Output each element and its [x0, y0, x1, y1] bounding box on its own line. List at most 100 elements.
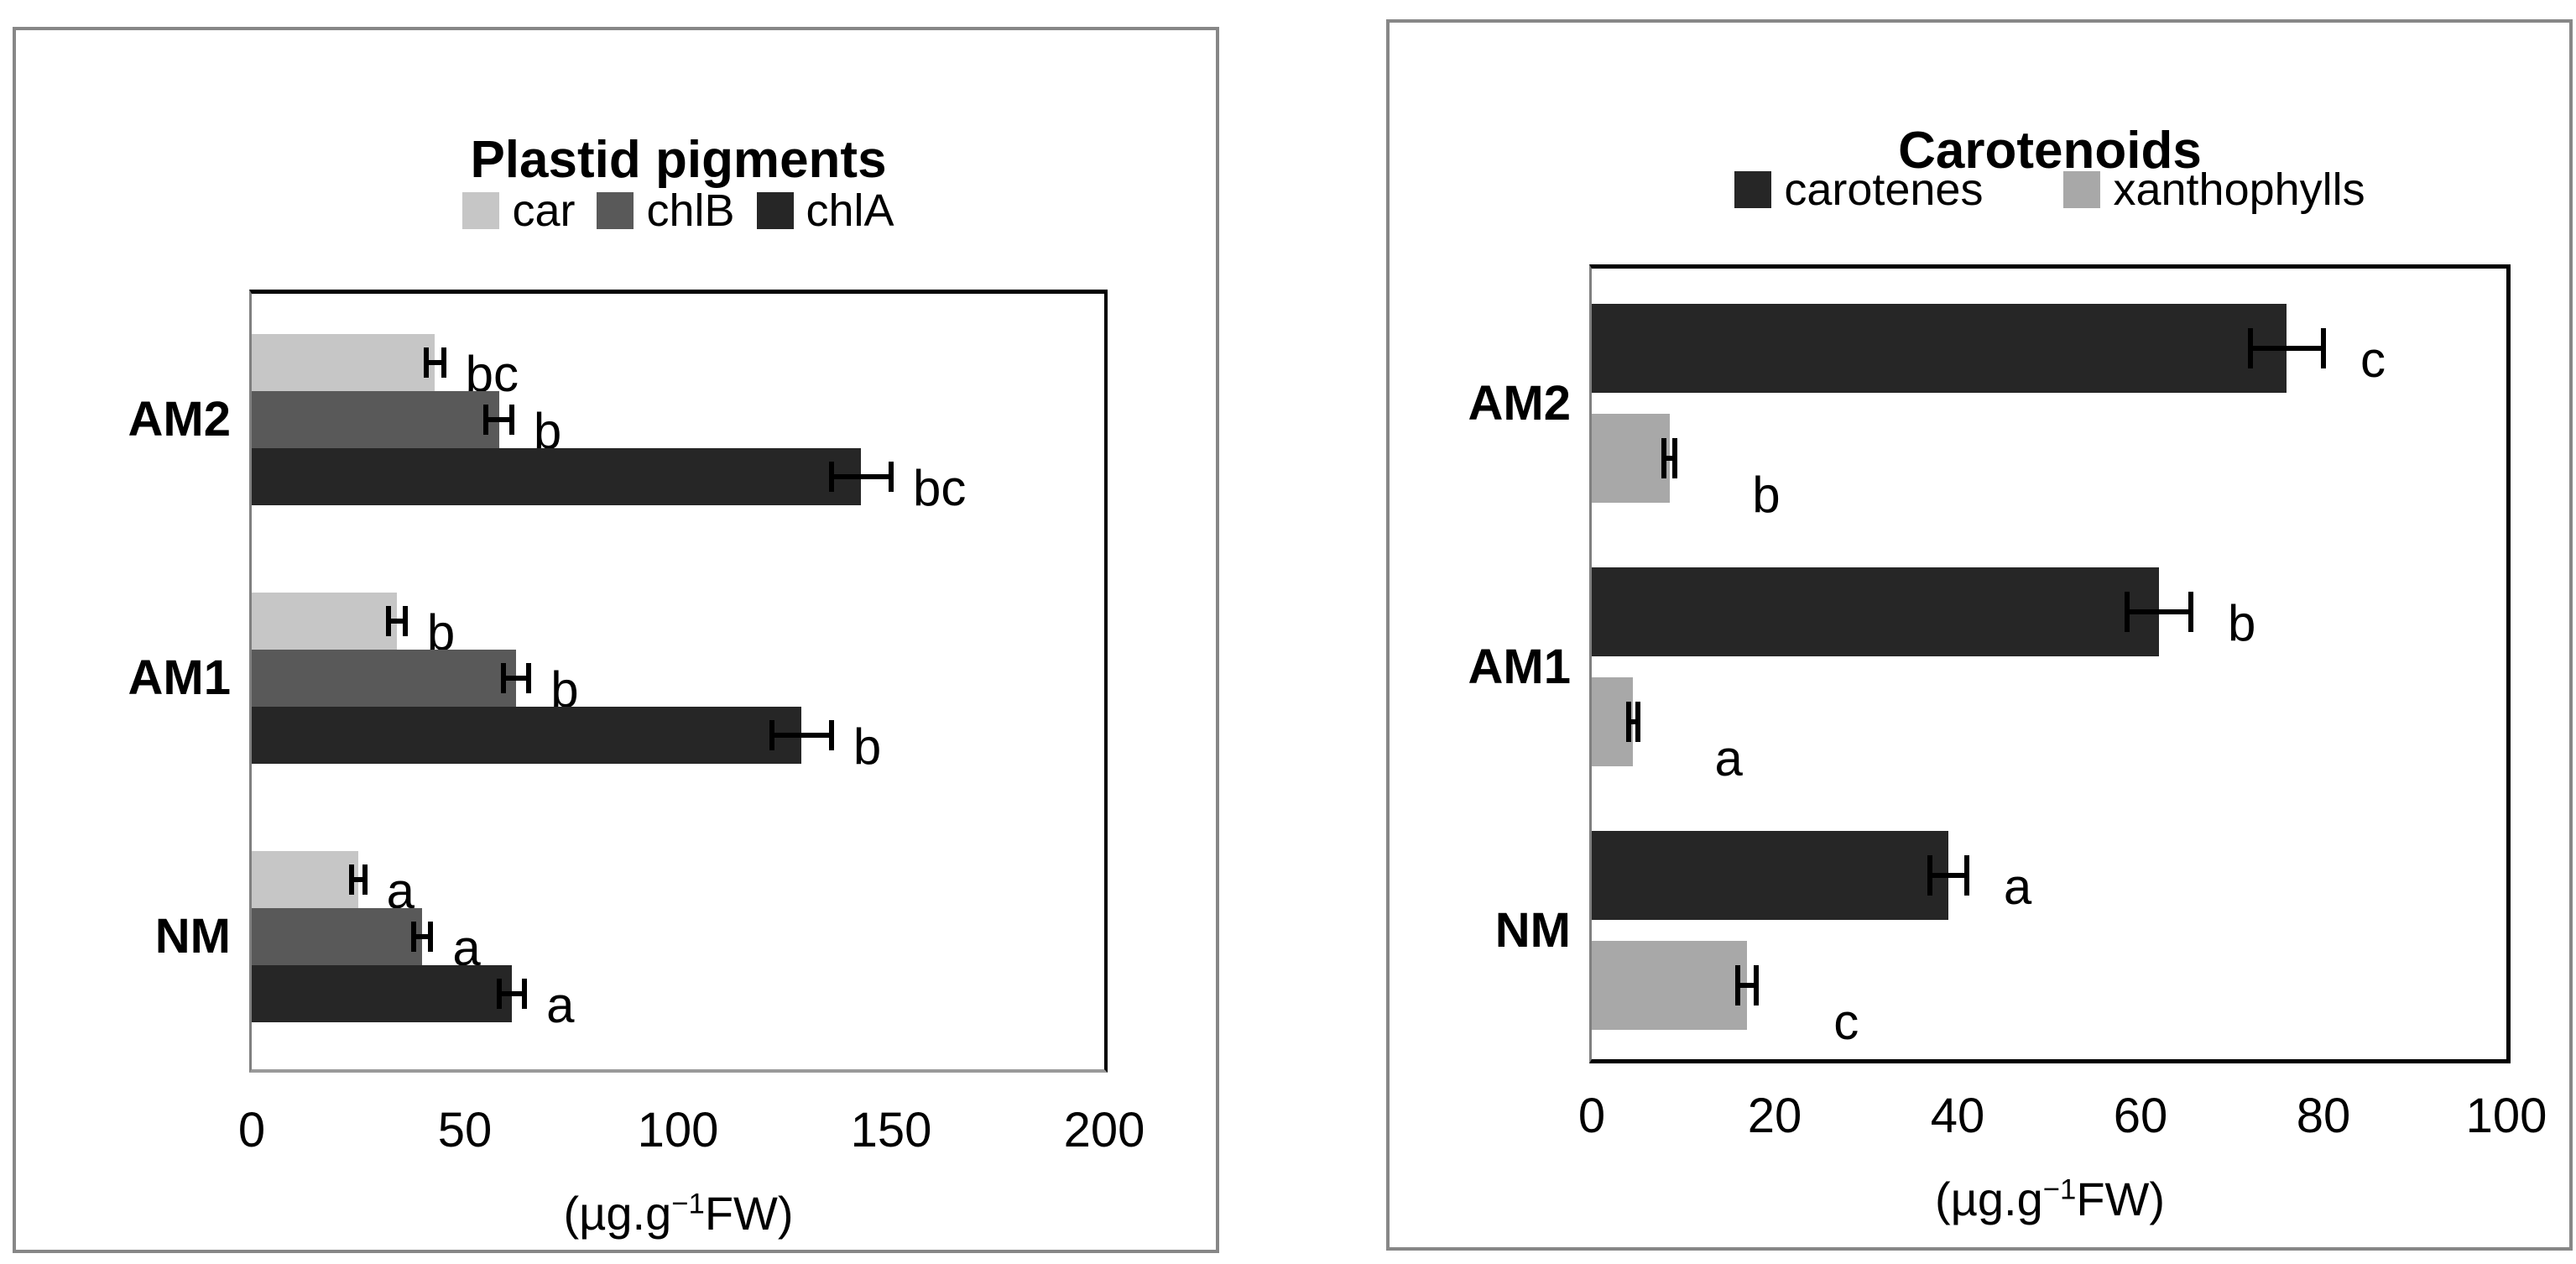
- error-bar-cap-xanthophylls-AM2: [1672, 438, 1678, 478]
- error-bar-cap-xanthophylls-AM1: [1625, 702, 1631, 742]
- sig-letter-xanthophylls-AM1: a: [1714, 730, 1743, 786]
- bar-chlB-AM2: [252, 391, 499, 448]
- error-bar-car-AM2: [426, 360, 444, 365]
- error-bar-chlB-AM2: [486, 417, 512, 422]
- unit-superscript: −1: [2042, 1173, 2077, 1206]
- error-bar-cap-xanthophylls-NM: [1735, 965, 1741, 1005]
- sig-letter-chlA-NM: a: [546, 977, 575, 1033]
- error-bar-cap-chlB-AM1: [526, 663, 532, 693]
- error-bar-cap-carotenes-AM2: [2321, 328, 2326, 368]
- legend-item-car: car: [462, 188, 575, 233]
- sig-letter-chlB-AM1: b: [550, 661, 579, 718]
- legend-swatch-xanthophylls: [2063, 171, 2101, 208]
- sig-letter-chlA-AM2: bc: [913, 460, 967, 516]
- sig-letter-carotenes-NM: a: [2003, 859, 2032, 915]
- error-bar-cap-carotenes-NM: [1927, 855, 1933, 896]
- legend: car chlB chlA: [249, 188, 1108, 233]
- error-bar-cap-car-AM1: [402, 606, 408, 636]
- bar-car-AM2: [252, 334, 435, 391]
- error-bar-cap-xanthophylls-NM: [1754, 965, 1760, 1005]
- error-bar-chlA-AM2: [831, 474, 891, 479]
- sig-letter-car-AM1: b: [426, 604, 456, 661]
- category-labels: AM2 AM1 NM: [16, 294, 231, 1069]
- x-tick-60: 60: [2113, 1089, 2168, 1143]
- x-tick-100: 100: [637, 1103, 719, 1157]
- error-bar-cap-chlA-NM: [522, 979, 528, 1009]
- legend-item-carotenes: carotenes: [1734, 167, 1983, 212]
- bar-xanthophylls-AM2: [1592, 414, 1670, 503]
- x-tick-80: 80: [2296, 1089, 2351, 1143]
- error-bar-carotenes-AM2: [2250, 346, 2323, 351]
- chart-title: Carotenoids: [1898, 122, 2202, 180]
- bar-chlB-NM: [252, 908, 423, 965]
- error-bar-cap-chlB-NM: [428, 922, 434, 952]
- category-label-AM2: AM2: [128, 392, 231, 447]
- legend-label-chlA: chlA: [806, 185, 894, 236]
- error-bar-cap-xanthophylls-AM2: [1661, 438, 1667, 478]
- unit-text: (µg.g: [563, 1187, 672, 1240]
- error-bar-cap-chlB-AM1: [500, 663, 506, 693]
- error-bar-chlB-AM1: [503, 676, 529, 681]
- bar-chlA-AM2: [252, 448, 862, 505]
- legend-item-chlB: chlB: [597, 185, 735, 236]
- error-bar-cap-chlA-AM2: [889, 462, 894, 492]
- sig-letter-xanthophylls-AM2: b: [1752, 467, 1781, 523]
- error-bar-cap-xanthophylls-AM1: [1635, 702, 1640, 742]
- bar-car-AM1: [252, 593, 397, 650]
- bar-carotenes-NM: [1592, 831, 1949, 920]
- legend-swatch-chlA: [756, 192, 794, 229]
- error-bar-cap-carotenes-AM2: [2247, 328, 2253, 368]
- category-label-NM: NM: [154, 909, 231, 964]
- unit-text: FW): [704, 1187, 794, 1240]
- legend-label-car: car: [512, 185, 576, 236]
- error-bar-cap-car-NM: [349, 864, 355, 895]
- error-bar-car-NM: [352, 877, 365, 882]
- error-bar-car-AM1: [388, 619, 405, 624]
- category-label-AM1: AM1: [1468, 639, 1571, 694]
- error-bar-chlA-NM: [498, 991, 525, 996]
- error-bar-xanthophylls-NM: [1738, 983, 1757, 988]
- error-bar-chlB-NM: [414, 934, 431, 939]
- bar-xanthophylls-NM: [1592, 941, 1748, 1030]
- error-bar-chlA-AM1: [771, 733, 832, 738]
- legend-swatch-car: [462, 192, 500, 229]
- x-tick-40: 40: [1930, 1089, 1985, 1143]
- plot-area: bc b bc b b b a a a: [249, 290, 1108, 1073]
- legend-label-carotenes: carotenes: [1784, 165, 1984, 215]
- error-bar-cap-chlA-AM2: [828, 462, 834, 492]
- x-tick-200: 200: [1063, 1103, 1145, 1157]
- sig-letter-carotenes-AM2: c: [2360, 332, 2386, 388]
- error-bar-cap-carotenes-AM1: [2188, 592, 2193, 632]
- bar-chlB-AM1: [252, 650, 516, 707]
- error-bar-carotenes-NM: [1930, 873, 1967, 878]
- sig-letter-chlA-AM1: b: [853, 718, 882, 775]
- error-bar-cap-carotenes-NM: [1963, 855, 1969, 896]
- bar-carotenes-AM1: [1592, 567, 2159, 656]
- legend-item-chlA: chlA: [756, 185, 894, 236]
- error-bar-cap-chlA-NM: [496, 979, 502, 1009]
- x-tick-150: 150: [850, 1103, 932, 1157]
- category-label-AM1: AM1: [128, 650, 231, 705]
- x-tick-100: 100: [2465, 1089, 2547, 1143]
- category-labels: AM2 AM1 NM: [1390, 269, 1571, 1059]
- plot-area: c b b a a c: [1589, 264, 2511, 1063]
- error-bar-cap-chlB-NM: [411, 922, 417, 952]
- x-tick-20: 20: [1747, 1089, 1802, 1143]
- legend: carotenes xanthophylls: [1589, 167, 2511, 212]
- unit-superscript: −1: [671, 1188, 705, 1220]
- bar-chlA-NM: [252, 965, 512, 1022]
- legend-label-chlB: chlB: [646, 185, 735, 236]
- chart-title: Plastid pigments: [470, 131, 887, 190]
- x-axis-unit-label: (µg.g−1FW): [1589, 1171, 2511, 1227]
- error-bar-cap-car-NM: [362, 864, 368, 895]
- legend-swatch-carotenes: [1734, 171, 1772, 208]
- bar-carotenes-AM2: [1592, 304, 2287, 393]
- error-bar-xanthophylls-AM1: [1628, 719, 1638, 724]
- error-bar-xanthophylls-AM2: [1664, 456, 1676, 461]
- legend-swatch-chlB: [597, 192, 634, 229]
- sig-letter-chlB-NM: a: [452, 920, 481, 976]
- bar-chlA-AM1: [252, 707, 802, 764]
- x-tick-0: 0: [237, 1103, 266, 1157]
